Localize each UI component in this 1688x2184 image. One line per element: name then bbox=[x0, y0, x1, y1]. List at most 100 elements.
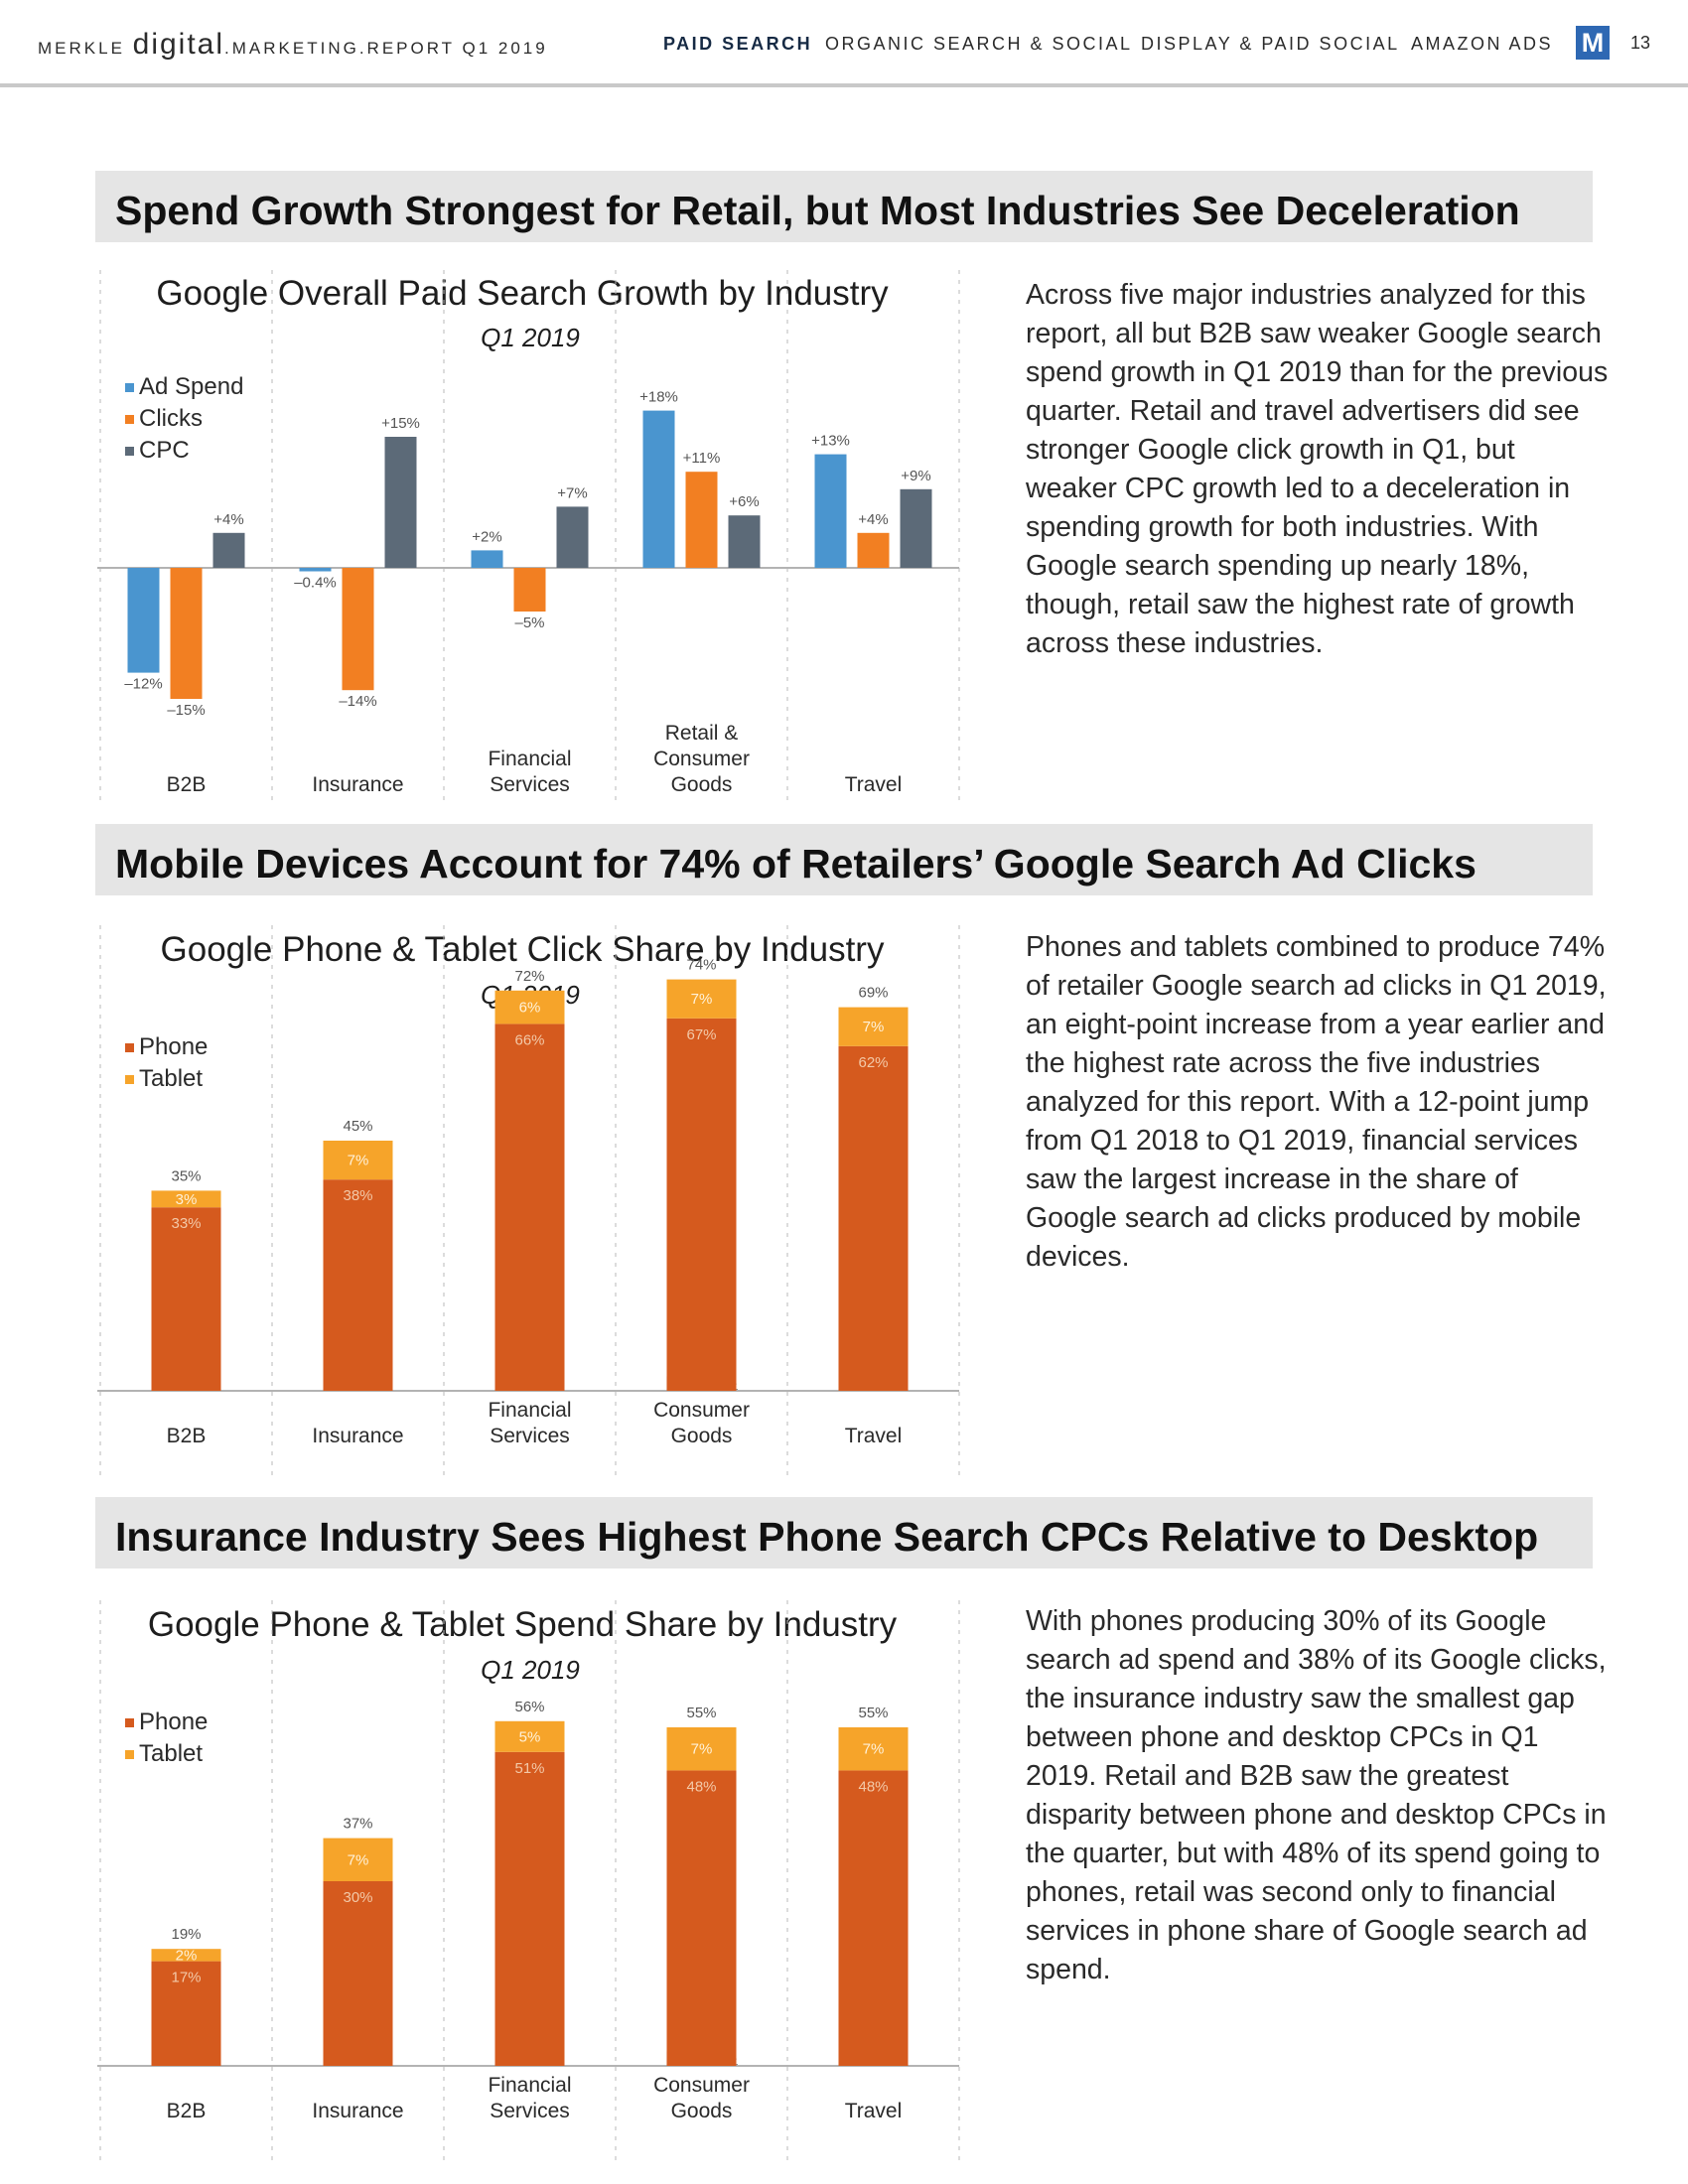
category-label-financial-services: Financial bbox=[488, 2074, 571, 2097]
growth-by-industry-chart: Google Overall Paid Search Growth by Ind… bbox=[97, 270, 960, 801]
bar-ad-spend-4 bbox=[814, 454, 847, 568]
data-label-phone: 48% bbox=[686, 1778, 716, 1795]
data-label-total: 55% bbox=[686, 1705, 716, 1721]
section-heading: Spend Growth Strongest for Retail, but M… bbox=[115, 188, 1520, 233]
legend-label-ad-spend: Ad Spend bbox=[139, 373, 243, 400]
bar-phone-2 bbox=[494, 1751, 565, 2066]
category-label-financial-services: Financial bbox=[488, 1399, 571, 1422]
data-label-phone: 38% bbox=[343, 1187, 372, 1204]
data-label-tablet: 7% bbox=[348, 1851, 369, 1868]
nav-display-paid-social[interactable]: DISPLAY & PAID SOCIAL bbox=[1141, 34, 1400, 54]
data-label-tablet: 7% bbox=[863, 1019, 885, 1035]
data-label-clicks: –15% bbox=[167, 702, 205, 719]
legend-label-clicks: Clicks bbox=[139, 405, 203, 432]
data-label-phone: 30% bbox=[343, 1889, 372, 1906]
chart-title: Google Overall Paid Search Growth by Ind… bbox=[156, 274, 889, 313]
legend-label-tablet: Tablet bbox=[139, 1740, 203, 1767]
category-label-b2b: B2B bbox=[167, 1425, 207, 1447]
legend-swatch-ad-spend bbox=[125, 383, 134, 392]
bar-phone-1 bbox=[323, 1179, 393, 1391]
category-label-retail-consumer-goods: Consumer bbox=[653, 2074, 750, 2097]
bar-phone-0 bbox=[151, 1207, 221, 1391]
category-label-retail-consumer-goods: Consumer bbox=[653, 748, 750, 770]
spend-share-chart: Google Phone & Tablet Spend Share by Ind… bbox=[97, 1600, 960, 2161]
click-share-chart: Google Phone & Tablet Click Share by Ind… bbox=[97, 925, 960, 1481]
page-number: 13 bbox=[1630, 33, 1651, 53]
nav-amazon-ads[interactable]: AMAZON ADS bbox=[1411, 34, 1554, 54]
data-label-phone: 62% bbox=[858, 1054, 888, 1071]
category-label-retail-consumer-goods: Goods bbox=[671, 2100, 733, 2122]
data-label-cpc: +7% bbox=[557, 484, 587, 501]
data-label-phone: 66% bbox=[514, 1031, 544, 1048]
legend-swatch-clicks bbox=[125, 415, 134, 424]
section-paragraph: Phones and tablets combined to produce 7… bbox=[1026, 931, 1607, 1273]
category-label-financial-services: Services bbox=[490, 1425, 570, 1447]
nav-organic-search-social[interactable]: ORGANIC SEARCH & SOCIAL bbox=[825, 34, 1133, 54]
section-heading: Insurance Industry Sees Highest Phone Se… bbox=[115, 1514, 1539, 1560]
bar-cpc-4 bbox=[900, 488, 932, 568]
data-label-phone: 33% bbox=[171, 1215, 201, 1232]
data-label-total: 56% bbox=[514, 1699, 544, 1715]
bar-tablet-4 bbox=[838, 1727, 909, 1771]
category-label-insurance: Insurance bbox=[312, 773, 403, 796]
data-label-cpc: +6% bbox=[729, 493, 759, 510]
bar-ad-spend-3 bbox=[642, 410, 675, 568]
bar-cpc-3 bbox=[728, 515, 761, 568]
legend-swatch-phone bbox=[125, 1043, 134, 1052]
section-paragraph: With phones producing 30% of its Google … bbox=[1026, 1605, 1607, 1985]
category-label-travel: Travel bbox=[845, 1425, 903, 1447]
section-banner-insurance-cpc: Insurance Industry Sees Highest Phone Se… bbox=[95, 1497, 1593, 1569]
chart-title: Google Phone & Tablet Spend Share by Ind… bbox=[148, 1605, 898, 1644]
data-label-ad-spend: –12% bbox=[124, 676, 162, 693]
bar-clicks-4 bbox=[857, 532, 890, 568]
category-label-travel: Travel bbox=[845, 2100, 903, 2122]
data-label-tablet: 2% bbox=[176, 1947, 198, 1964]
data-label-ad-spend: –0.4% bbox=[294, 575, 337, 592]
bar-tablet-0 bbox=[151, 1190, 221, 1208]
data-label-total: 35% bbox=[171, 1167, 201, 1184]
bar-cpc-2 bbox=[556, 506, 589, 568]
report-brand: MERKLE digital.MARKETING.REPORT Q1 2019 bbox=[38, 28, 548, 62]
bar-tablet-1 bbox=[323, 1838, 393, 1881]
data-label-phone: 67% bbox=[686, 1026, 716, 1043]
bar-tablet-4 bbox=[838, 1007, 909, 1046]
data-label-clicks: +4% bbox=[858, 511, 888, 528]
category-label-insurance: Insurance bbox=[312, 2100, 403, 2122]
nav-paid-search[interactable]: PAID SEARCH bbox=[663, 34, 813, 54]
brand-digital: digital bbox=[132, 28, 225, 61]
bar-phone-0 bbox=[151, 1961, 221, 2066]
bar-phone-1 bbox=[323, 1881, 393, 2066]
category-label-travel: Travel bbox=[845, 773, 903, 796]
bar-ad-spend-0 bbox=[127, 568, 160, 673]
category-label-financial-services: Services bbox=[490, 2100, 570, 2122]
data-label-tablet: 7% bbox=[348, 1153, 369, 1169]
legend-label-cpc: CPC bbox=[139, 437, 190, 464]
data-label-tablet: 7% bbox=[863, 1741, 885, 1758]
data-label-total: 72% bbox=[514, 968, 544, 985]
bar-tablet-3 bbox=[666, 979, 737, 1019]
bar-ad-spend-2 bbox=[471, 550, 503, 568]
brand-prefix: MERKLE bbox=[38, 39, 133, 58]
category-label-retail-consumer-goods: Goods bbox=[671, 1425, 733, 1447]
bar-phone-3 bbox=[666, 1018, 737, 1391]
bar-phone-3 bbox=[666, 1770, 737, 2066]
legend-swatch-tablet bbox=[125, 1750, 134, 1759]
data-label-ad-spend: +13% bbox=[811, 433, 850, 450]
section-paragraph: Across five major industries analyzed fo… bbox=[1026, 279, 1609, 659]
category-label-financial-services: Services bbox=[490, 773, 570, 796]
section-heading: Mobile Devices Account for 74% of Retail… bbox=[115, 841, 1477, 887]
data-label-tablet: 7% bbox=[691, 1741, 713, 1758]
section-banner-mobile-clicks: Mobile Devices Account for 74% of Retail… bbox=[95, 824, 1593, 895]
legend-swatch-cpc bbox=[125, 447, 134, 456]
data-label-clicks: –5% bbox=[514, 614, 544, 631]
chart-subtitle: Q1 2019 bbox=[481, 1655, 580, 1685]
category-label-retail-consumer-goods: Consumer bbox=[653, 1399, 750, 1422]
data-label-total: 74% bbox=[686, 957, 716, 974]
merkle-logo-icon[interactable]: M bbox=[1576, 26, 1610, 60]
chart-title: Google Phone & Tablet Click Share by Ind… bbox=[161, 930, 885, 969]
bar-tablet-3 bbox=[666, 1727, 737, 1771]
data-label-total: 55% bbox=[858, 1705, 888, 1721]
category-label-insurance: Insurance bbox=[312, 1425, 403, 1447]
bar-clicks-3 bbox=[685, 472, 718, 568]
category-label-retail-consumer-goods: Goods bbox=[671, 773, 733, 796]
